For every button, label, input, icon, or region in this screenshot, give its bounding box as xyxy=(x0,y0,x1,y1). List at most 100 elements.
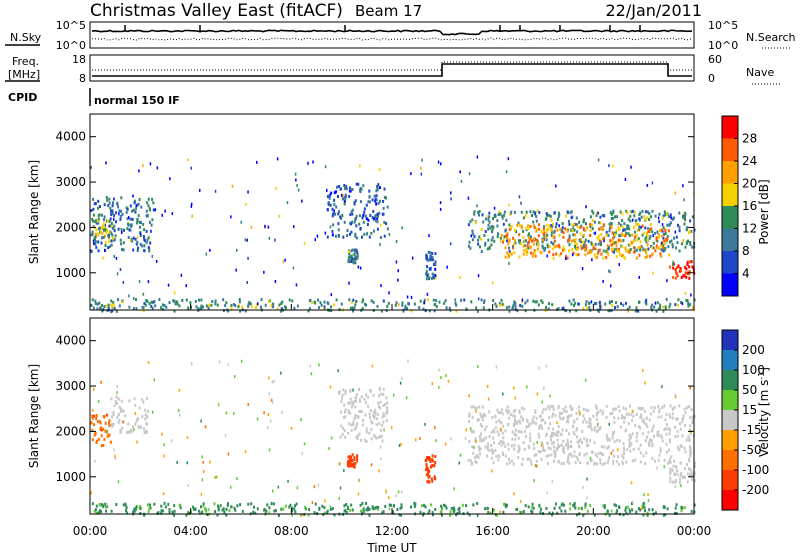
colorbar-tick-label: 4 xyxy=(742,267,750,281)
colorbar-tick-label: 12 xyxy=(742,222,757,236)
heatmap-cell xyxy=(145,209,148,213)
heatmap-cell xyxy=(570,445,573,449)
heatmap-cell xyxy=(589,223,592,226)
heatmap-cell xyxy=(314,238,316,242)
heatmap-cell xyxy=(626,448,629,452)
heatmap-cell xyxy=(376,212,379,216)
heatmap-cell xyxy=(675,246,678,250)
heatmap-cell xyxy=(418,306,421,310)
heatmap-cell xyxy=(680,445,683,448)
heatmap-cell xyxy=(502,510,505,514)
heatmap-cell xyxy=(139,506,142,510)
heatmap-cell xyxy=(454,301,457,305)
heatmap-cell xyxy=(679,461,682,465)
heatmap-cell xyxy=(455,303,458,307)
heatmap-cell xyxy=(373,414,376,418)
heatmap-cell xyxy=(380,392,383,396)
heatmap-cell xyxy=(683,274,686,278)
heatmap-cell xyxy=(106,429,109,433)
heatmap-cell xyxy=(496,224,499,228)
heatmap-cell xyxy=(396,508,399,512)
heatmap-cell xyxy=(645,240,648,244)
heatmap-cell xyxy=(513,210,516,214)
heatmap-cell xyxy=(569,502,572,506)
heatmap-cell xyxy=(553,452,556,456)
heatmap-cell xyxy=(688,260,691,264)
heatmap-cell xyxy=(664,241,666,245)
heatmap-cell xyxy=(111,226,114,230)
heatmap-cell xyxy=(490,238,493,242)
heatmap-cell xyxy=(136,240,139,244)
heatmap-cell xyxy=(486,215,489,219)
heatmap-cell xyxy=(218,360,221,364)
heatmap-cell xyxy=(654,214,657,218)
heatmap-cell xyxy=(359,187,362,191)
heatmap-cell xyxy=(531,214,534,217)
heatmap-cell xyxy=(591,258,593,262)
heatmap-cell xyxy=(95,417,98,421)
heatmap-cell xyxy=(354,248,357,252)
heatmap-cell xyxy=(691,415,694,419)
heatmap-cell xyxy=(525,435,527,438)
colorbar-cell xyxy=(722,350,738,370)
heatmap-cell xyxy=(592,246,595,250)
heatmap-cell xyxy=(534,464,537,468)
heatmap-cell xyxy=(646,234,649,238)
heatmap-cell xyxy=(138,169,140,173)
heatmap-cell xyxy=(503,502,505,506)
heatmap-cell xyxy=(339,462,341,466)
heatmap-cell xyxy=(236,504,239,508)
heatmap-cell xyxy=(449,513,452,517)
heatmap-cell xyxy=(490,456,493,460)
power-cells xyxy=(90,155,696,313)
heatmap-cell xyxy=(365,203,368,207)
heatmap-cell xyxy=(383,428,385,432)
heatmap-cell xyxy=(380,309,383,313)
heatmap-cell xyxy=(339,435,342,439)
heatmap-cell xyxy=(589,504,592,507)
heatmap-cell xyxy=(574,506,577,510)
heatmap-cell xyxy=(684,292,687,295)
heatmap-cell xyxy=(527,224,530,228)
heatmap-cell xyxy=(351,208,354,212)
heatmap-cell xyxy=(651,508,654,512)
heatmap-cell xyxy=(301,199,303,203)
heatmap-cell xyxy=(433,273,436,277)
heatmap-cell xyxy=(397,269,399,273)
heatmap-cell xyxy=(106,229,108,232)
heatmap-cell xyxy=(614,240,617,244)
heatmap-cell xyxy=(538,424,541,428)
heatmap-cell xyxy=(597,211,600,215)
heatmap-cell xyxy=(540,507,543,511)
heatmap-cell xyxy=(374,408,377,412)
heatmap-cell xyxy=(607,253,610,257)
heatmap-cell xyxy=(566,210,569,214)
heatmap-cell xyxy=(613,416,616,420)
heatmap-cell xyxy=(145,422,148,426)
heatmap-cell xyxy=(480,298,483,302)
heatmap-cell xyxy=(649,254,652,258)
heatmap-cell xyxy=(139,225,141,229)
heatmap-cell xyxy=(274,280,277,283)
heatmap-cell xyxy=(613,503,616,507)
heatmap-cell xyxy=(587,251,589,255)
heatmap-cell xyxy=(547,228,549,232)
heatmap-cell xyxy=(364,438,367,442)
heatmap-cell xyxy=(382,404,385,408)
colorbar-tick-label: 20 xyxy=(742,177,757,191)
heatmap-cell xyxy=(92,239,95,243)
heatmap-cell xyxy=(113,197,115,201)
colorbar-tick-label: 15 xyxy=(742,403,757,417)
heatmap-cell xyxy=(690,470,693,473)
heatmap-cell xyxy=(637,223,640,226)
heatmap-cell xyxy=(615,244,618,248)
heatmap-cell xyxy=(345,187,348,191)
heatmap-cell xyxy=(161,432,163,436)
heatmap-cell xyxy=(114,234,117,238)
heatmap-cell xyxy=(612,209,615,213)
heatmap-cell xyxy=(479,237,482,241)
heatmap-cell xyxy=(639,443,642,447)
heatmap-cell xyxy=(433,309,436,313)
heatmap-cell xyxy=(518,241,521,245)
heatmap-cell xyxy=(397,490,400,494)
